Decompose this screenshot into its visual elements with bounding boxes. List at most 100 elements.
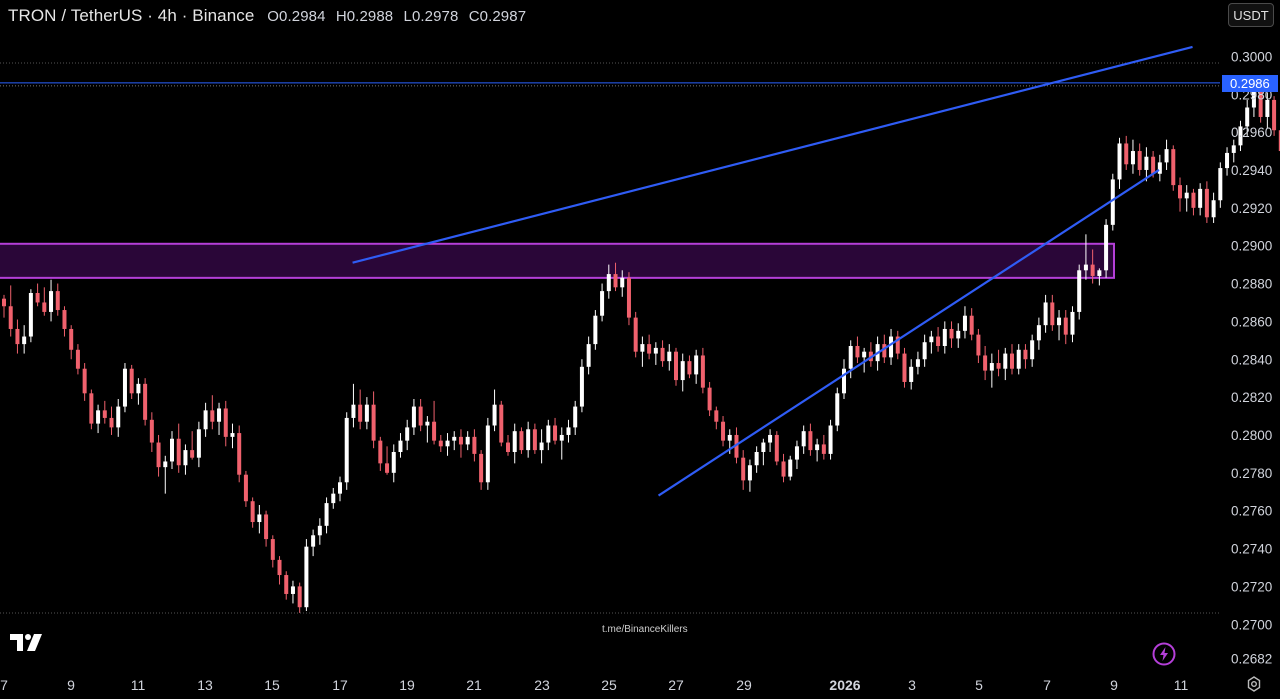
candle-body <box>391 452 396 473</box>
candle-body <box>1191 192 1196 208</box>
resistance-zone-layer <box>0 242 1115 279</box>
candle-body <box>626 277 631 318</box>
candle-body <box>1130 151 1135 165</box>
candle-body <box>788 459 793 477</box>
price-tick-label: 0.2760 <box>1231 504 1272 519</box>
price-tick-label: 0.3000 <box>1231 49 1272 64</box>
candle-body <box>1157 162 1162 174</box>
candle-body <box>89 393 94 424</box>
candle-body <box>122 368 127 407</box>
price-tick-label: 0.2860 <box>1231 314 1272 329</box>
time-tick-label: 23 <box>534 677 550 693</box>
candle-body <box>371 404 376 441</box>
candle-body <box>1171 149 1176 186</box>
candle-body <box>815 444 820 451</box>
candle-body <box>190 450 195 458</box>
candle-body <box>915 359 920 367</box>
candle-body <box>962 315 967 331</box>
candle-body <box>331 493 336 504</box>
candle-body <box>532 429 537 451</box>
candle-body <box>1258 90 1263 117</box>
candle-body <box>223 408 228 437</box>
candle-body <box>794 446 799 460</box>
candle-body <box>889 336 894 358</box>
candle-body <box>1016 349 1021 369</box>
candle-body <box>828 425 833 454</box>
candle-body <box>1184 192 1189 199</box>
candle-body <box>203 410 208 430</box>
candle-body <box>398 440 403 452</box>
candle-body <box>855 346 860 358</box>
candle-body <box>176 438 181 466</box>
candle-body <box>163 461 168 468</box>
candle-body <box>116 406 121 428</box>
candle-body <box>351 404 356 418</box>
candle-body <box>1178 185 1182 199</box>
settings-gear-icon[interactable] <box>1246 676 1262 692</box>
candle-body <box>1030 340 1035 360</box>
candle-body <box>1272 99 1277 131</box>
candle-body <box>170 438 174 462</box>
candle-body <box>1251 90 1256 108</box>
close-value: C0.2987 <box>468 8 527 25</box>
candle-body <box>768 434 773 443</box>
candle-body <box>586 344 591 367</box>
candle-body <box>250 501 255 523</box>
candle-body <box>1231 145 1236 153</box>
candle-body <box>82 368 87 394</box>
time-axis[interactable]: 7 9 11 13 15 17 19 21 23 25 27 29 2026 3 5 7 9 11 <box>0 677 1188 693</box>
candle-body <box>721 421 726 441</box>
candle-body <box>1090 264 1095 276</box>
time-tick-label: 9 <box>1110 677 1118 693</box>
candle-body <box>499 404 504 443</box>
candle-body <box>297 586 302 608</box>
candle-body <box>1010 353 1014 369</box>
time-tick-label: 11 <box>1174 677 1189 693</box>
candle-body <box>754 452 759 466</box>
candle-body <box>290 586 295 594</box>
price-tick-label: 0.2940 <box>1231 163 1272 178</box>
candle-body <box>324 503 329 526</box>
candle-body <box>909 366 914 382</box>
price-tick-label: 0.2920 <box>1231 201 1272 216</box>
candle-body <box>902 353 907 382</box>
candle-body <box>640 344 645 352</box>
candle-body <box>700 355 705 388</box>
lightning-bolt-icon[interactable] <box>1152 642 1176 666</box>
time-tick-label: 2026 <box>829 677 860 693</box>
candle-body <box>149 419 154 443</box>
resistance-zone-rect <box>0 242 1115 279</box>
candle-body <box>633 317 638 352</box>
candle-body <box>506 442 510 452</box>
candle-body <box>929 336 934 343</box>
currency-button[interactable]: USDT <box>1228 3 1274 27</box>
time-tick-label: 17 <box>332 677 348 693</box>
candle-body <box>2 298 6 307</box>
candle-body <box>821 444 826 454</box>
candle-body <box>1245 107 1250 127</box>
candle-body <box>1204 188 1209 218</box>
candle-body <box>1144 156 1149 170</box>
candle-body <box>707 387 712 411</box>
candle-body <box>1117 143 1122 180</box>
time-tick-label: 25 <box>601 677 617 693</box>
candle-body <box>338 482 342 494</box>
symbol-title[interactable]: TRON / TetherUS · 4h · Binance <box>8 6 255 25</box>
open-value: O0.2984 <box>267 8 326 25</box>
candle-body <box>143 383 148 420</box>
time-tick-label: 9 <box>67 677 75 693</box>
candle-body <box>620 277 625 288</box>
candle-body <box>35 293 40 303</box>
candle-body <box>28 293 33 337</box>
candle-body <box>761 442 766 452</box>
candle-body <box>949 328 954 339</box>
candle-body <box>425 421 430 426</box>
trendlines-layer[interactable] <box>0 45 1220 614</box>
candle-body <box>835 393 840 426</box>
candle-body <box>1023 349 1028 360</box>
tradingview-logo-icon[interactable] <box>10 634 46 652</box>
candle-body <box>1265 99 1270 117</box>
candle-body <box>1077 270 1082 312</box>
price-axis[interactable]: 0.30000.29800.29600.29400.29200.29000.28… <box>1231 49 1272 666</box>
